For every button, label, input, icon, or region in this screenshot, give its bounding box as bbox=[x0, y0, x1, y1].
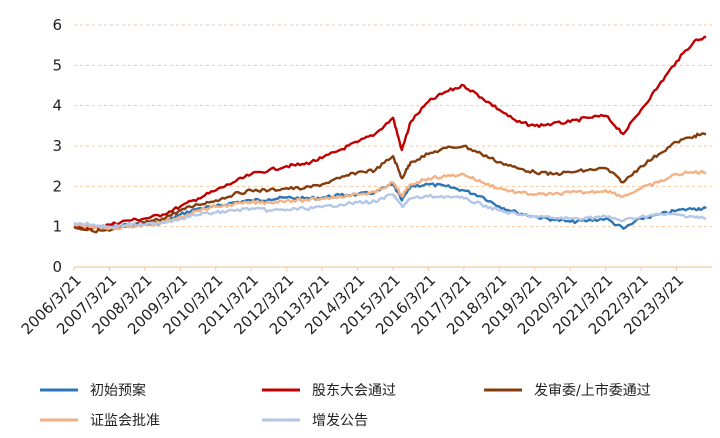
series-line-5 bbox=[73, 193, 707, 229]
legend-label: 股东大会通过 bbox=[312, 383, 396, 399]
y-tick-label: 6 bbox=[52, 16, 62, 34]
legend-label: 发审委/上市委通过 bbox=[534, 382, 651, 399]
grid-layer bbox=[74, 24, 712, 268]
y-tick-label: 5 bbox=[52, 56, 62, 74]
series-line-3 bbox=[73, 132, 707, 234]
legend-label: 初始预案 bbox=[90, 382, 146, 399]
x-axis-ticks: 2006/3/212007/3/212008/3/212009/3/212010… bbox=[18, 267, 687, 338]
legend-label: 增发公告 bbox=[312, 413, 368, 429]
y-tick-label: 2 bbox=[52, 177, 62, 195]
y-axis-ticks: 0 1 2 3 4 5 6 bbox=[52, 16, 62, 276]
y-tick-label: 4 bbox=[52, 97, 62, 115]
y-tick-label: 0 bbox=[52, 258, 62, 276]
series-line-4 bbox=[73, 169, 707, 231]
series-line-2 bbox=[73, 35, 707, 231]
series-line-1 bbox=[73, 182, 707, 230]
series-layer bbox=[73, 35, 707, 234]
y-tick-label: 1 bbox=[52, 218, 62, 236]
legend-label: 证监会批准 bbox=[90, 413, 160, 429]
y-tick-label: 3 bbox=[52, 137, 62, 155]
